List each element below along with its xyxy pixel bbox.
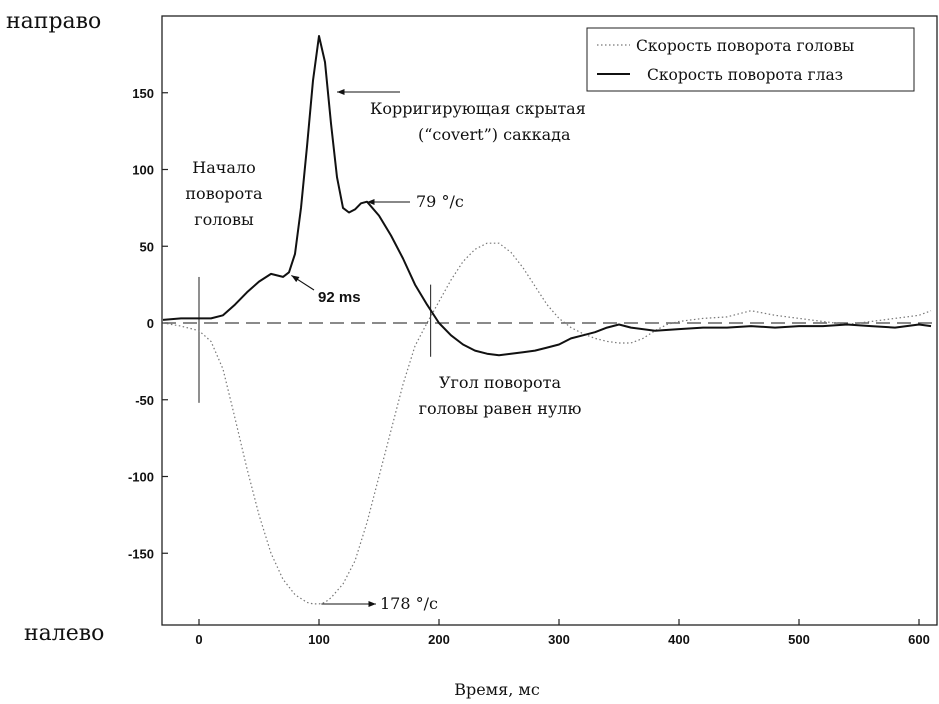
x-tick-label: 500 bbox=[788, 632, 810, 647]
annotation-head-zero-line2: головы равен нулю bbox=[419, 399, 582, 418]
reference-lines bbox=[162, 276, 937, 403]
annotation-92ms: 92 ms bbox=[318, 289, 361, 306]
arrow-92ms bbox=[291, 274, 315, 291]
x-axis-label: Время, мс bbox=[454, 680, 540, 699]
y-axis: -150 -100 -50 0 50 100 150 bbox=[128, 86, 168, 561]
plot-frame bbox=[161, 15, 938, 626]
y-tick-label: 150 bbox=[132, 86, 154, 101]
y-label-left: налево bbox=[24, 621, 104, 646]
annotation-79: 79 °/с bbox=[416, 192, 464, 211]
annotation-arrows bbox=[291, 88, 410, 608]
y-tick-label: 100 bbox=[132, 163, 154, 178]
x-axis: 0 100 200 300 400 500 600 bbox=[195, 619, 930, 647]
y-tick-label: 50 bbox=[140, 239, 154, 254]
x-tick-label: 600 bbox=[908, 632, 930, 647]
y-tick-label: -50 bbox=[135, 393, 154, 408]
x-tick-label: 300 bbox=[548, 632, 570, 647]
legend-label-head: Скорость поворота головы bbox=[636, 37, 854, 55]
legend-label-eye: Скорость поворота глаз bbox=[647, 66, 843, 84]
x-tick-label: 200 bbox=[428, 632, 450, 647]
y-label-right: направо bbox=[6, 9, 101, 34]
annotation-head-zero-line1: Угол поворота bbox=[439, 373, 561, 392]
x-tick-label: 100 bbox=[308, 632, 330, 647]
series-group bbox=[162, 35, 932, 605]
annotation-covert-saccade-line1: Корригирующая скрытая bbox=[370, 99, 586, 118]
y-tick-label: 0 bbox=[147, 316, 154, 331]
x-tick-label: 400 bbox=[668, 632, 690, 647]
y-tick-label: -150 bbox=[128, 546, 154, 561]
x-tick-label: 0 bbox=[195, 632, 202, 647]
legend-box bbox=[586, 27, 915, 92]
annotation-head-start-line1: Начало bbox=[192, 158, 255, 177]
annotation-178: 178 °/с bbox=[380, 594, 438, 613]
series-head-velocity bbox=[162, 242, 932, 605]
annotation-head-start-line3: головы bbox=[194, 210, 254, 229]
y-tick-label: -100 bbox=[128, 470, 154, 485]
annotation-head-start-line2: поворота bbox=[185, 184, 263, 203]
series-eye-velocity bbox=[162, 35, 932, 357]
legend: Скорость поворота головы Скорость поворо… bbox=[586, 27, 915, 92]
annotation-covert-saccade-line2: (“covert”) саккада bbox=[418, 125, 571, 144]
